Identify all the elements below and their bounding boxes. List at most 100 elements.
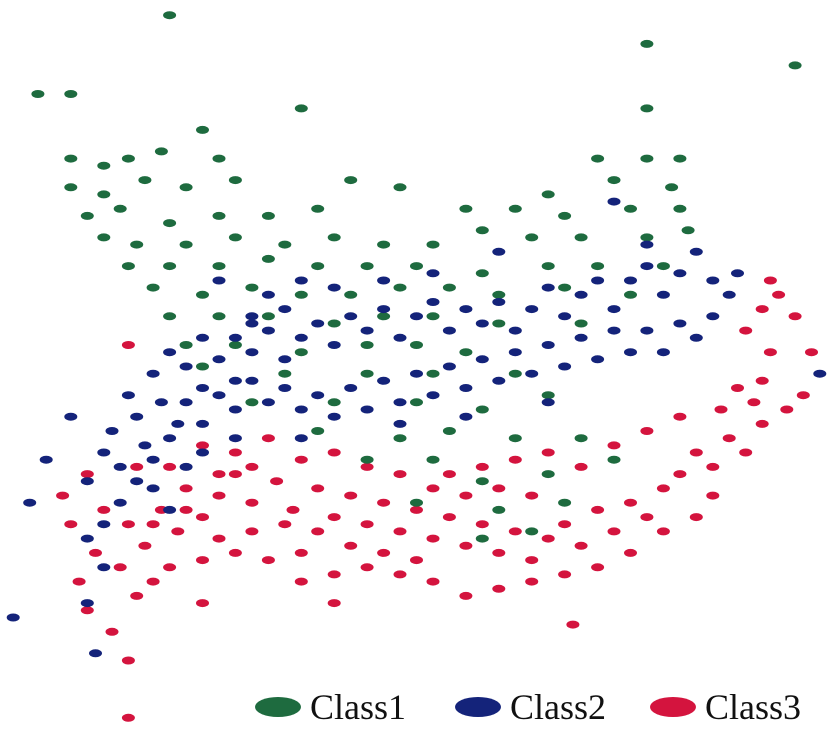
class2-point-40 [426, 298, 440, 306]
class2-point-114 [196, 448, 209, 457]
class2-point-50 [591, 276, 605, 285]
class2-point-44 [492, 298, 506, 306]
class3-point-20 [245, 498, 259, 507]
class3-point-47 [706, 462, 720, 471]
class3-point-52 [755, 376, 769, 385]
class1-point-85 [196, 362, 209, 371]
class2-point-69 [558, 362, 572, 371]
class3-point-59 [805, 348, 818, 357]
class1-point-97 [442, 427, 456, 435]
class1-point-1 [640, 39, 654, 48]
class2-point-28 [261, 326, 275, 335]
legend-label-class3: Class3 [705, 687, 801, 727]
class2-point-64 [640, 326, 654, 335]
legend-marker-class3 [650, 697, 696, 717]
class3-point-102 [294, 455, 308, 464]
class3-point-11 [113, 563, 127, 572]
class2-point-5 [80, 599, 94, 608]
class2-point-79 [393, 398, 407, 407]
class2-point-65 [624, 348, 637, 357]
class1-point-27 [113, 204, 127, 213]
class2-point-91 [196, 419, 209, 428]
legend-marker-class1 [255, 697, 301, 717]
class1-point-8 [97, 161, 111, 170]
class2-point-18 [146, 369, 160, 378]
legend-item-class3: Class3 [650, 687, 801, 727]
class3-point-50 [731, 384, 744, 392]
class1-point-104 [607, 455, 621, 464]
class2-point-15 [154, 398, 168, 407]
class3-point-46 [689, 448, 703, 457]
class3-point-103 [327, 448, 341, 457]
class2-point-13 [105, 427, 119, 435]
class2-point-87 [261, 398, 275, 407]
legend-item-class1: Class1 [255, 687, 406, 727]
class2-point-54 [656, 290, 670, 299]
class1-point-46 [525, 233, 539, 242]
class1-point-83 [410, 341, 423, 349]
class2-point-66 [607, 326, 621, 335]
class1-point-71 [163, 312, 177, 321]
class3-point-55 [755, 305, 769, 314]
class3-point-113 [196, 599, 209, 608]
class3-point-4 [72, 577, 86, 586]
class3-point-21 [270, 477, 284, 486]
class1-point-65 [344, 290, 358, 299]
class2-point-78 [410, 369, 423, 378]
class2-point-76 [442, 362, 456, 371]
class2-point-14 [130, 412, 144, 421]
class1-point-23 [541, 190, 555, 199]
class2-point-61 [689, 333, 703, 342]
class1-point-40 [228, 233, 242, 242]
class2-point-67 [591, 355, 605, 364]
class1-point-105 [410, 498, 423, 507]
class1-point-103 [541, 470, 555, 479]
class3-point-32 [459, 541, 473, 550]
class3-point-44 [656, 484, 670, 493]
class3-point-17 [179, 484, 193, 493]
class3-point-2 [105, 627, 119, 636]
class3-point-112 [294, 577, 308, 586]
class3-point-18 [212, 491, 226, 500]
class2-point-12 [138, 441, 152, 450]
class2-point-35 [344, 312, 358, 321]
class3-point-97 [673, 412, 687, 421]
class3-point-49 [714, 405, 728, 414]
class2-point-75 [459, 384, 473, 392]
class1-point-14 [640, 154, 654, 163]
class2-point-85 [294, 405, 308, 414]
class3-point-37 [541, 534, 555, 543]
class1-point-50 [121, 262, 135, 271]
class1-point-94 [541, 391, 555, 400]
class2-point-115 [163, 505, 177, 514]
class1-point-55 [360, 262, 374, 271]
class3-point-84 [245, 527, 259, 536]
class2-point-46 [525, 305, 539, 314]
class2-point-68 [574, 333, 588, 342]
class3-point-109 [525, 491, 539, 500]
class1-point-48 [640, 233, 654, 242]
class3-point-100 [228, 448, 242, 457]
class2-point-101 [327, 283, 341, 292]
class3-point-27 [377, 498, 391, 507]
class1-point-100 [360, 455, 374, 464]
class3-point-90 [442, 470, 456, 479]
class3-point-106 [426, 484, 440, 493]
class2-point-49 [574, 290, 588, 299]
class3-point-24 [327, 513, 341, 522]
class3-point-96 [640, 427, 654, 435]
class3-point-22 [286, 505, 300, 514]
class1-point-51 [163, 262, 177, 271]
class2-point-82 [344, 384, 358, 392]
class1-point-5 [294, 104, 308, 113]
class1-point-34 [558, 211, 572, 220]
class3-point-62 [755, 419, 769, 428]
class1-point-74 [327, 319, 341, 328]
class2-point-23 [196, 384, 209, 392]
class3-point-25 [344, 491, 358, 500]
class1-point-56 [410, 262, 423, 271]
class1-point-60 [656, 262, 670, 271]
class1-point-45 [475, 226, 489, 235]
class3-point-73 [426, 577, 440, 586]
class2-point-0 [6, 613, 20, 622]
